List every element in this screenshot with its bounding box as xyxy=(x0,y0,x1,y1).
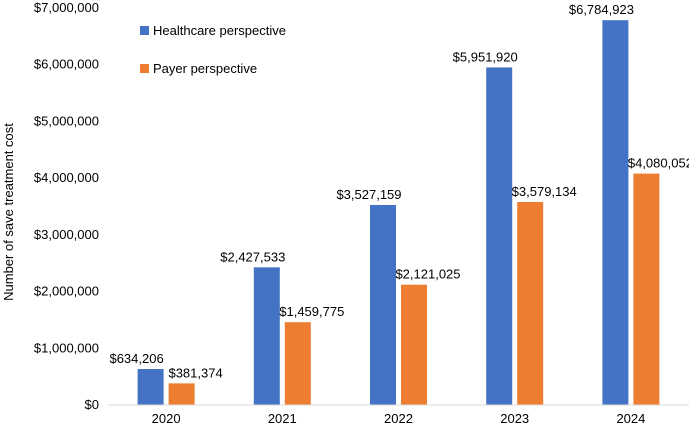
data-label: $3,579,134 xyxy=(512,184,577,199)
x-tick-label: 2020 xyxy=(152,411,181,426)
legend-swatch-healthcare xyxy=(140,26,149,35)
y-tick-label: $7,000,000 xyxy=(34,0,99,15)
bar-healthcare xyxy=(253,267,280,405)
legend-label-payer: Payer perspective xyxy=(153,61,257,76)
y-tick-label: $2,000,000 xyxy=(34,284,99,299)
data-label: $6,784,923 xyxy=(569,2,634,17)
bar-healthcare xyxy=(370,204,396,405)
y-tick-label: $3,000,000 xyxy=(34,227,99,242)
bars-group xyxy=(137,20,660,406)
x-tick-label: 2023 xyxy=(500,411,529,426)
legend-swatch-payer xyxy=(140,64,149,73)
y-axis-ticks: $0 $1,000,000 $2,000,000 $3,000,000 $4,000,0… xyxy=(34,0,99,412)
bar-payer xyxy=(633,173,660,405)
x-axis-ticks: 2020 2021 2022 2023 2024 xyxy=(152,411,646,426)
data-label: $2,427,533 xyxy=(220,249,285,264)
data-label: $4,080,052 xyxy=(628,156,689,171)
y-tick-label: $4,000,000 xyxy=(34,170,99,185)
bar-healthcare xyxy=(486,67,513,406)
legend: Healthcare perspective Payer perspective xyxy=(140,23,286,76)
x-tick-label: 2022 xyxy=(384,411,413,426)
y-tick-label: $0 xyxy=(85,397,99,412)
x-tick-label: 2021 xyxy=(268,411,297,426)
x-tick-label: 2024 xyxy=(616,411,645,426)
data-label: $2,121,025 xyxy=(395,267,460,282)
y-tick-label: $5,000,000 xyxy=(34,113,99,128)
bar-healthcare xyxy=(137,369,164,405)
bar-payer xyxy=(284,322,311,405)
y-axis-label: Number of save treatment cost xyxy=(1,123,16,301)
y-tick-label: $6,000,000 xyxy=(34,57,99,72)
data-label: $1,459,775 xyxy=(279,304,344,319)
bar-payer xyxy=(517,202,544,405)
bar-payer xyxy=(401,284,427,405)
y-tick-label: $1,000,000 xyxy=(34,340,99,355)
data-labels-group: $634,206 $381,374 $2,427,533 $1,459,775 $3,5… xyxy=(109,2,689,380)
bar-payer xyxy=(168,383,195,405)
data-label: $634,206 xyxy=(109,351,163,366)
data-label: $381,374 xyxy=(168,365,222,380)
bar-healthcare xyxy=(602,20,629,406)
data-label: $5,951,920 xyxy=(453,49,518,64)
data-label: $3,527,159 xyxy=(336,187,401,202)
legend-label-healthcare: Healthcare perspective xyxy=(153,23,286,38)
